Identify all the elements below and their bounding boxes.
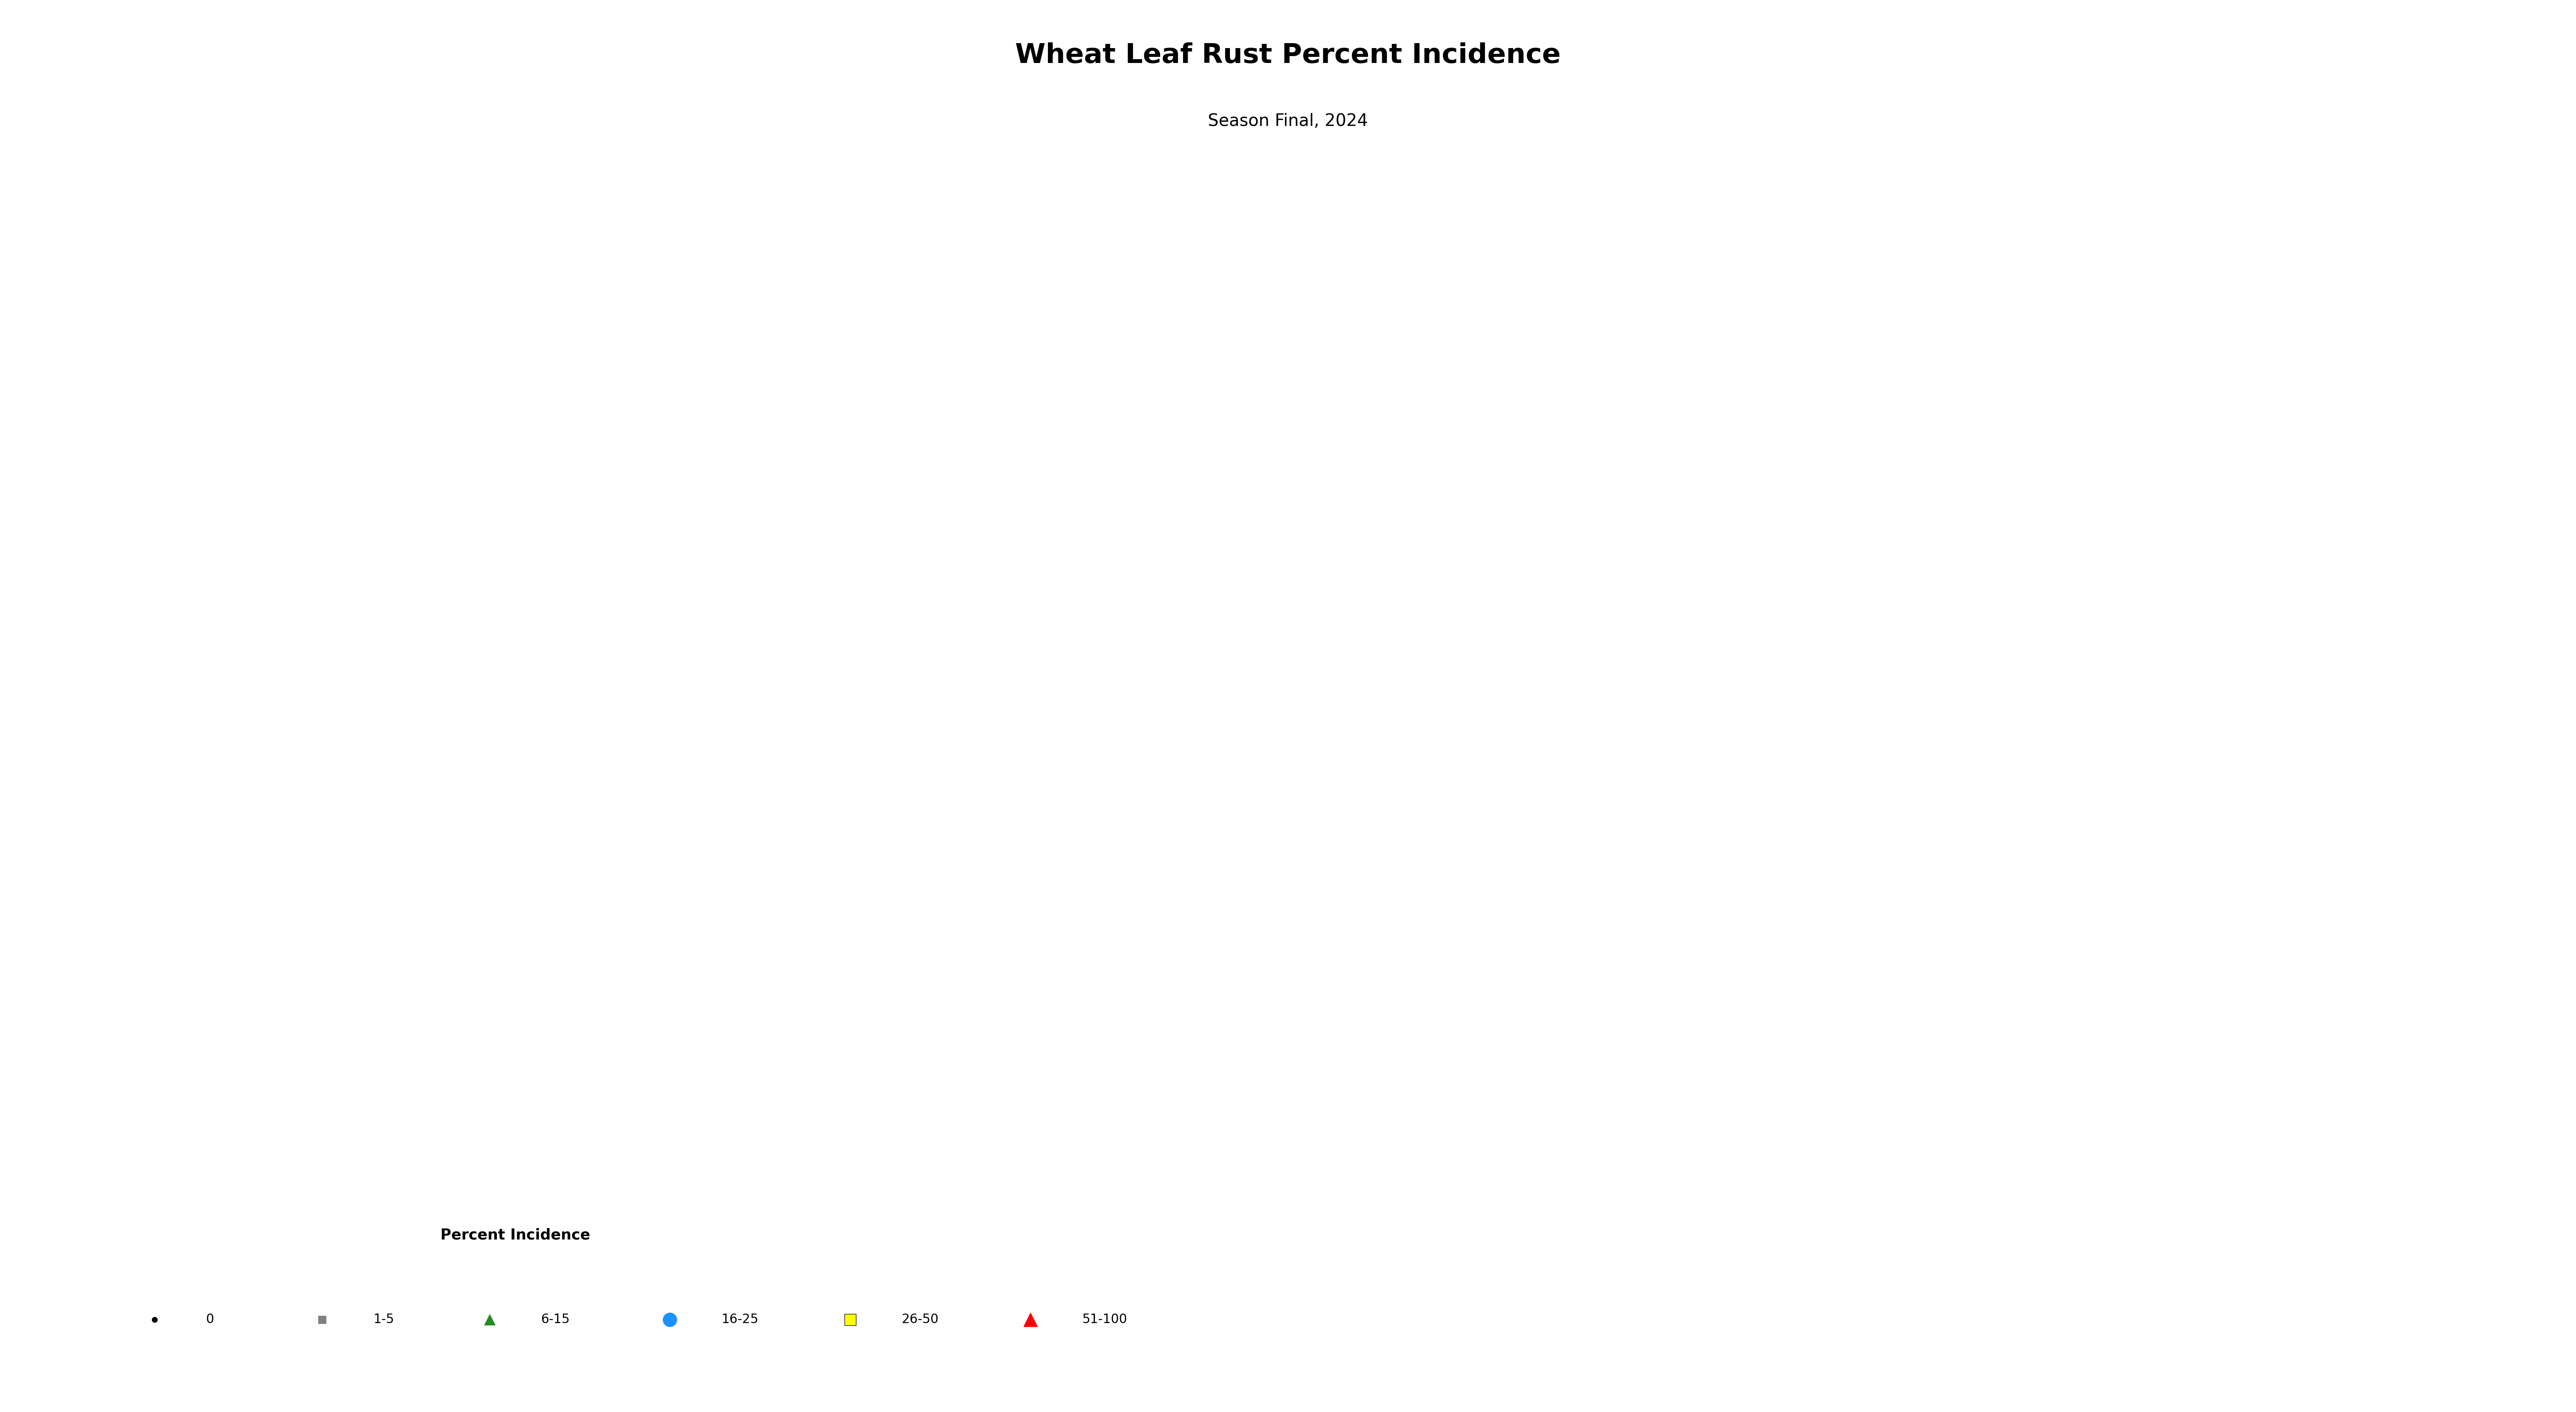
Text: 51-100: 51-100 <box>1082 1313 1128 1326</box>
Text: 16-25: 16-25 <box>721 1313 757 1326</box>
Text: Percent Incidence: Percent Incidence <box>440 1227 590 1243</box>
Text: 6-15: 6-15 <box>541 1313 569 1326</box>
Text: Season Final, 2024: Season Final, 2024 <box>1208 113 1368 130</box>
Text: 0: 0 <box>206 1313 214 1326</box>
Text: 26-50: 26-50 <box>902 1313 938 1326</box>
Text: 1-5: 1-5 <box>374 1313 394 1326</box>
Text: Wheat Leaf Rust Percent Incidence: Wheat Leaf Rust Percent Incidence <box>1015 42 1561 69</box>
